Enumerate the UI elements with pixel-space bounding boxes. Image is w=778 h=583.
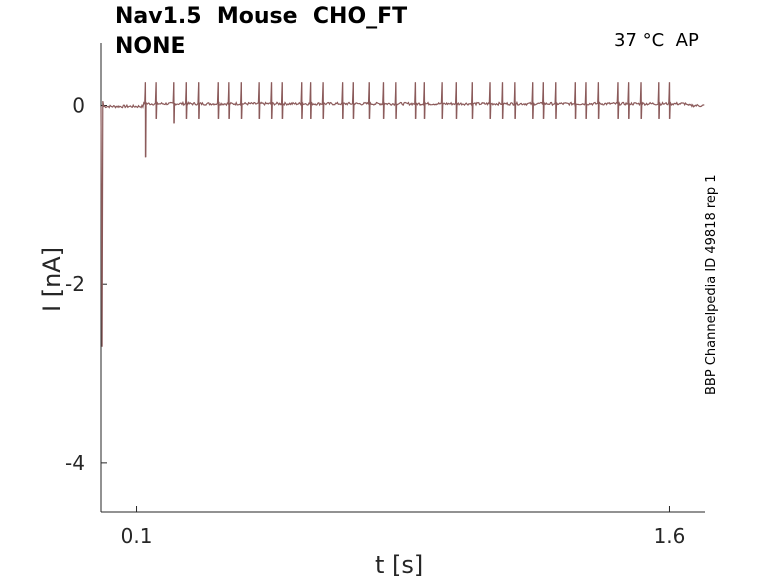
x-tick-label: 1.6	[654, 524, 686, 548]
y-tick-label: -2	[65, 272, 85, 296]
axes	[100, 43, 705, 513]
condition-label: 37 °C AP	[614, 30, 699, 51]
y-tick-label: -4	[65, 451, 85, 475]
ticks: 0 -2 -4 0.1 1.6	[65, 94, 685, 548]
current-trace-line	[100, 82, 705, 347]
chart-title-line2: NONE	[115, 34, 186, 59]
x-axis-label: t [s]	[375, 551, 424, 579]
trace-group	[100, 82, 705, 347]
y-tick-label: 0	[72, 94, 85, 118]
x-tick-label: 0.1	[121, 524, 153, 548]
chart-title-line1: Nav1.5 Mouse CHO_FT	[115, 4, 408, 29]
